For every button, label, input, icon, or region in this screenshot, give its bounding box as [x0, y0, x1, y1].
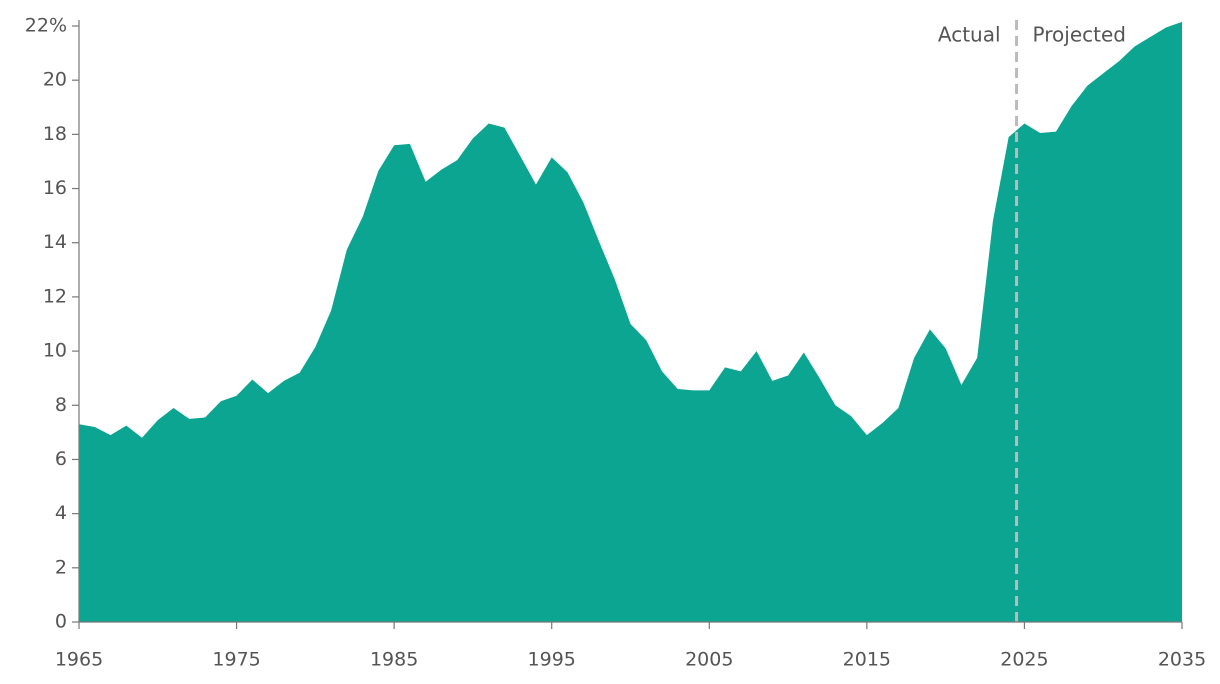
- y-tick-label: 14: [43, 231, 67, 253]
- x-tick-label: 2005: [685, 649, 733, 671]
- y-tick-label: 16: [43, 177, 67, 199]
- annotation: Projected: [1033, 23, 1126, 47]
- x-tick-label: 2035: [1158, 649, 1206, 671]
- y-tick-label: 22%: [25, 15, 67, 37]
- y-tick-label: 12: [43, 285, 67, 307]
- y-tick-label: 2: [55, 556, 67, 578]
- y-tick-label: 8: [55, 394, 67, 416]
- x-tick-label: 1975: [212, 649, 260, 671]
- y-tick-label: 0: [55, 611, 67, 633]
- x-tick-label: 1965: [55, 649, 103, 671]
- y-tick-label: 20: [43, 69, 67, 91]
- y-tick-label: 4: [55, 502, 67, 524]
- x-tick-label: 2015: [843, 649, 891, 671]
- x-tick-label: 2025: [1000, 649, 1048, 671]
- x-tick-label: 1995: [528, 649, 576, 671]
- y-tick-label: 18: [43, 123, 67, 145]
- y-tick-label: 10: [43, 340, 67, 362]
- x-tick-label: 1985: [370, 649, 418, 671]
- area: [79, 21, 1182, 623]
- annotation: Actual: [938, 23, 1001, 47]
- y-tick-label: 6: [55, 448, 67, 470]
